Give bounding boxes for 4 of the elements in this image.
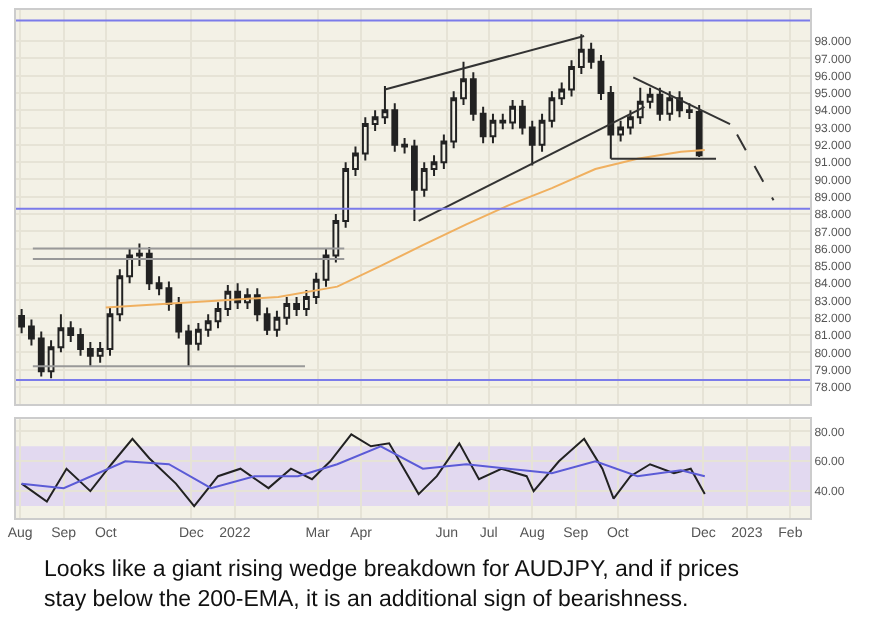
text: Looks like a giant rising wedge breakdown for AUDJPY, and if prices stay below the 200-EMA, it is an additional sign of bearishness. <box>44 558 740 612</box>
line-series <box>20 433 706 508</box>
line-series <box>20 445 706 490</box>
line-series <box>104 149 706 309</box>
